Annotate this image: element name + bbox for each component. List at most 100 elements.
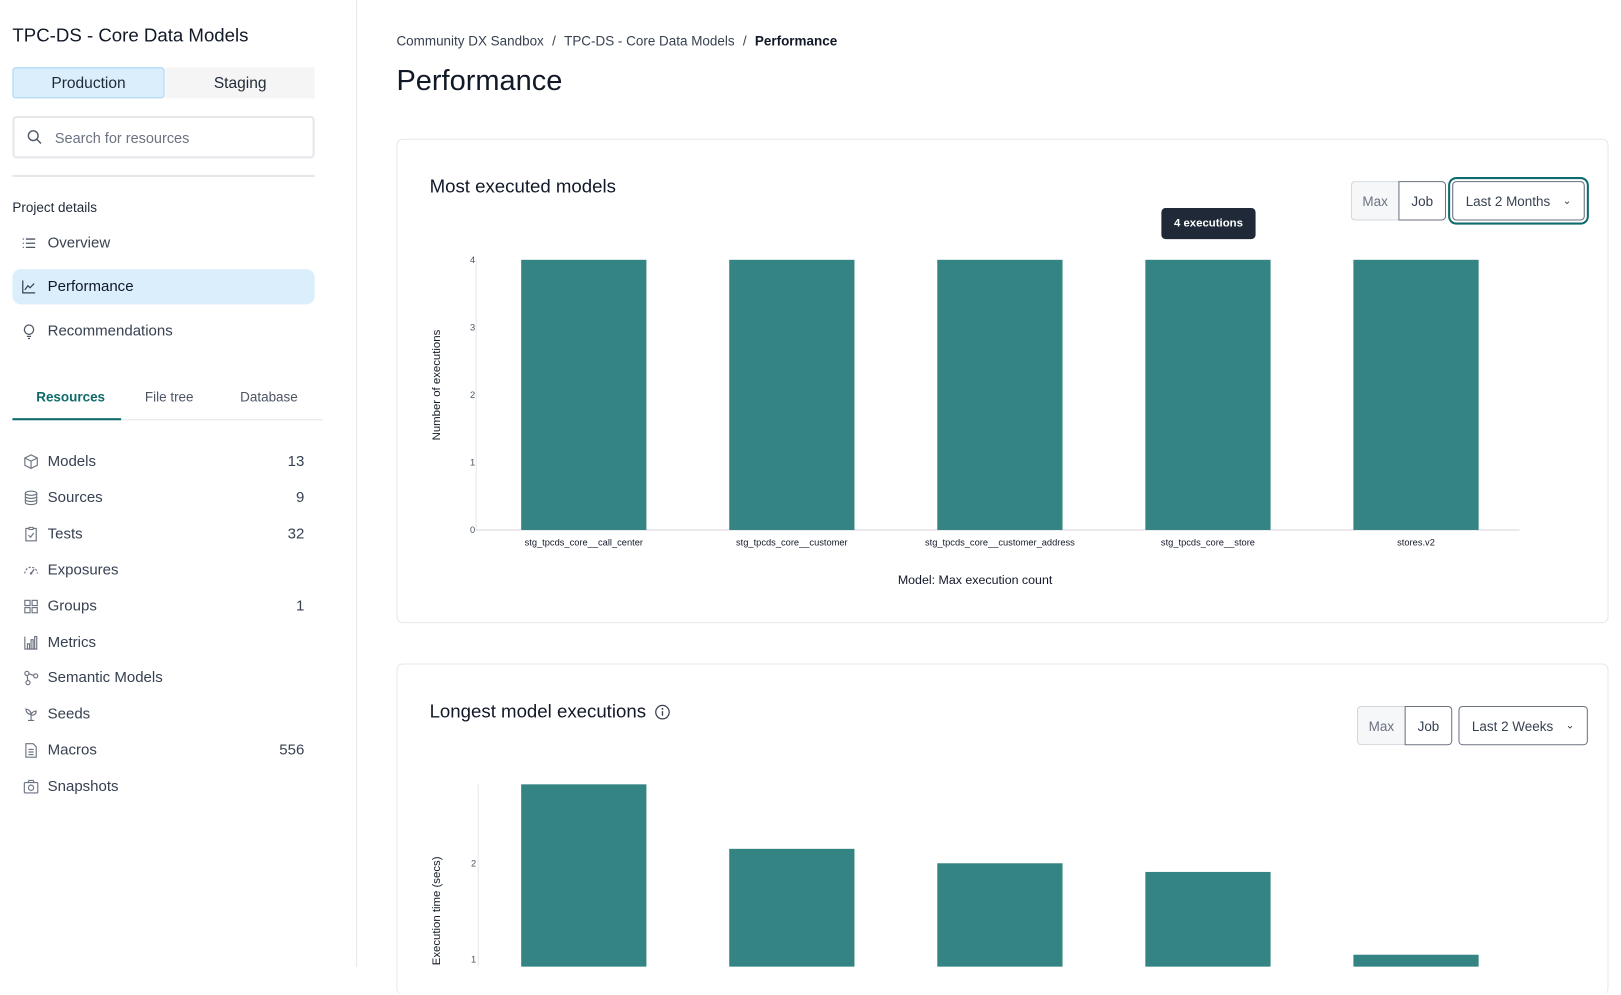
- mode-toggle: Max Job: [1350, 181, 1447, 221]
- x-tick-label: stg_tpcds_core__customer: [736, 537, 848, 547]
- y-tick-label: 3: [470, 322, 475, 332]
- bar[interactable]: [729, 259, 855, 530]
- search-input[interactable]: Search for resources: [12, 115, 315, 159]
- bar[interactable]: [1145, 871, 1271, 967]
- breadcrumb-item[interactable]: TPC-DS - Core Data Models: [564, 33, 735, 49]
- file-text-icon: [25, 743, 37, 758]
- max-button[interactable]: Max: [1350, 181, 1399, 221]
- cube-icon: [24, 454, 38, 470]
- search-icon: [27, 130, 42, 144]
- resource-groups[interactable]: Groups 1: [23, 591, 305, 622]
- resource-metrics[interactable]: Metrics: [23, 627, 305, 658]
- resource-count: 9: [295, 489, 305, 507]
- sprout-icon: [25, 708, 37, 722]
- chevron-down-icon: ⌄: [1562, 195, 1572, 207]
- lightbulb-icon: [23, 324, 35, 340]
- y-tick-label: 0: [470, 525, 475, 535]
- resource-macros[interactable]: Macros 556: [23, 735, 305, 766]
- page-title: Performance: [396, 64, 563, 97]
- mode-toggle: Max Job: [1357, 705, 1453, 746]
- resource-label: Sources: [47, 489, 103, 507]
- database-icon: [24, 490, 38, 506]
- job-button[interactable]: Job: [1398, 181, 1447, 221]
- active-tab-indicator: [12, 418, 122, 421]
- tab-file-tree[interactable]: File tree: [144, 389, 194, 405]
- bar-chart-icon: [24, 635, 38, 650]
- sidebar: TPC-DS - Core Data Models Production Sta…: [0, 0, 358, 967]
- line-chart-icon: [22, 280, 36, 294]
- section-label: Project details: [12, 199, 97, 216]
- y-tick-label: 4: [470, 255, 475, 265]
- bar[interactable]: [521, 259, 647, 530]
- resource-tests[interactable]: Tests 32: [23, 518, 305, 549]
- y-tick-label: 1: [471, 955, 476, 965]
- y-axis-label: Number of executions: [431, 329, 443, 440]
- nav-performance[interactable]: Performance: [12, 269, 315, 305]
- bar[interactable]: [1353, 259, 1479, 530]
- resource-snapshots[interactable]: Snapshots: [23, 771, 305, 802]
- resource-tabs: Resources File tree Database: [12, 383, 323, 421]
- breadcrumb-separator: /: [742, 33, 747, 49]
- bar[interactable]: [729, 848, 855, 967]
- job-button[interactable]: Job: [1404, 705, 1453, 746]
- card-title: Most executed models: [429, 175, 616, 197]
- bar[interactable]: [1145, 259, 1271, 530]
- resource-sources[interactable]: Sources 9: [23, 482, 305, 513]
- nodes-icon: [24, 671, 39, 686]
- longest-executions-card: Longest model executions Max Job Last 2 …: [396, 663, 1609, 995]
- bar[interactable]: [937, 863, 1063, 967]
- resource-label: Groups: [47, 597, 97, 615]
- breadcrumb-current: Performance: [754, 33, 838, 49]
- resource-count: 32: [287, 525, 305, 543]
- search-placeholder: Search for resources: [54, 128, 190, 146]
- project-title: TPC-DS - Core Data Models: [12, 24, 249, 46]
- grid-icon: [24, 599, 38, 613]
- resource-count: 1: [295, 597, 305, 615]
- bar[interactable]: [521, 784, 647, 967]
- breadcrumb: Community DX Sandbox / TPC-DS - Core Data…: [396, 33, 837, 49]
- resource-label: Metrics: [47, 633, 96, 651]
- range-value: Last 2 Months: [1465, 193, 1551, 209]
- x-tick-label: stg_tpcds_core__call_center: [525, 537, 643, 547]
- range-dropdown[interactable]: Last 2 Months ⌄: [1452, 181, 1585, 221]
- nav-overview[interactable]: Overview: [12, 226, 314, 261]
- resource-models[interactable]: Models 13: [23, 446, 305, 477]
- resource-exposures[interactable]: Exposures: [23, 554, 305, 585]
- nav-label: Recommendations: [47, 322, 173, 340]
- bar[interactable]: [1353, 954, 1479, 967]
- camera-icon: [23, 779, 39, 794]
- resource-seeds[interactable]: Seeds: [23, 699, 305, 730]
- resource-label: Snapshots: [47, 778, 119, 796]
- resource-count: 556: [279, 742, 305, 759]
- env-staging-button[interactable]: Staging: [165, 67, 315, 99]
- nav-recommendations[interactable]: Recommendations: [12, 314, 314, 349]
- resource-label: Models: [47, 453, 97, 470]
- breadcrumb-item[interactable]: Community DX Sandbox: [396, 33, 544, 49]
- card-title: Longest model executions: [429, 700, 647, 722]
- y-axis-label: Execution time (secs): [431, 856, 443, 965]
- y-tick-label: 2: [470, 390, 475, 400]
- info-icon[interactable]: [654, 703, 671, 720]
- resource-label: Seeds: [47, 706, 91, 723]
- nav-label: Performance: [47, 278, 134, 296]
- range-dropdown[interactable]: Last 2 Weeks ⌄: [1458, 705, 1588, 746]
- chevron-down-icon: ⌄: [1565, 719, 1575, 732]
- env-production-button[interactable]: Production: [12, 67, 165, 99]
- breadcrumb-separator: /: [552, 33, 556, 49]
- resource-label: Macros: [47, 742, 97, 759]
- y-tick-label: 2: [471, 858, 476, 868]
- most-executed-chart: 0 1 2 3 4 stg_tpcds_core__call_center stg_tpcd…: [431, 255, 1520, 967]
- x-axis-label: Model: Max execution count: [898, 573, 1053, 587]
- bar[interactable]: [937, 259, 1063, 530]
- tab-resources[interactable]: Resources: [36, 389, 106, 405]
- tab-database[interactable]: Database: [240, 389, 298, 405]
- max-button[interactable]: Max: [1357, 705, 1405, 746]
- card-title-wrap: Longest model executions: [430, 701, 671, 723]
- resource-label: Semantic Models: [47, 670, 163, 687]
- x-tick-label: stores.v2: [1397, 537, 1435, 547]
- x-tick-label: stg_tpcds_core__store: [1161, 537, 1255, 547]
- resource-count: 13: [287, 453, 305, 470]
- x-tick-label: stg_tpcds_core__customer_address: [925, 537, 1075, 547]
- resource-semantic-models[interactable]: Semantic Models: [23, 663, 305, 694]
- range-value: Last 2 Weeks: [1471, 717, 1554, 734]
